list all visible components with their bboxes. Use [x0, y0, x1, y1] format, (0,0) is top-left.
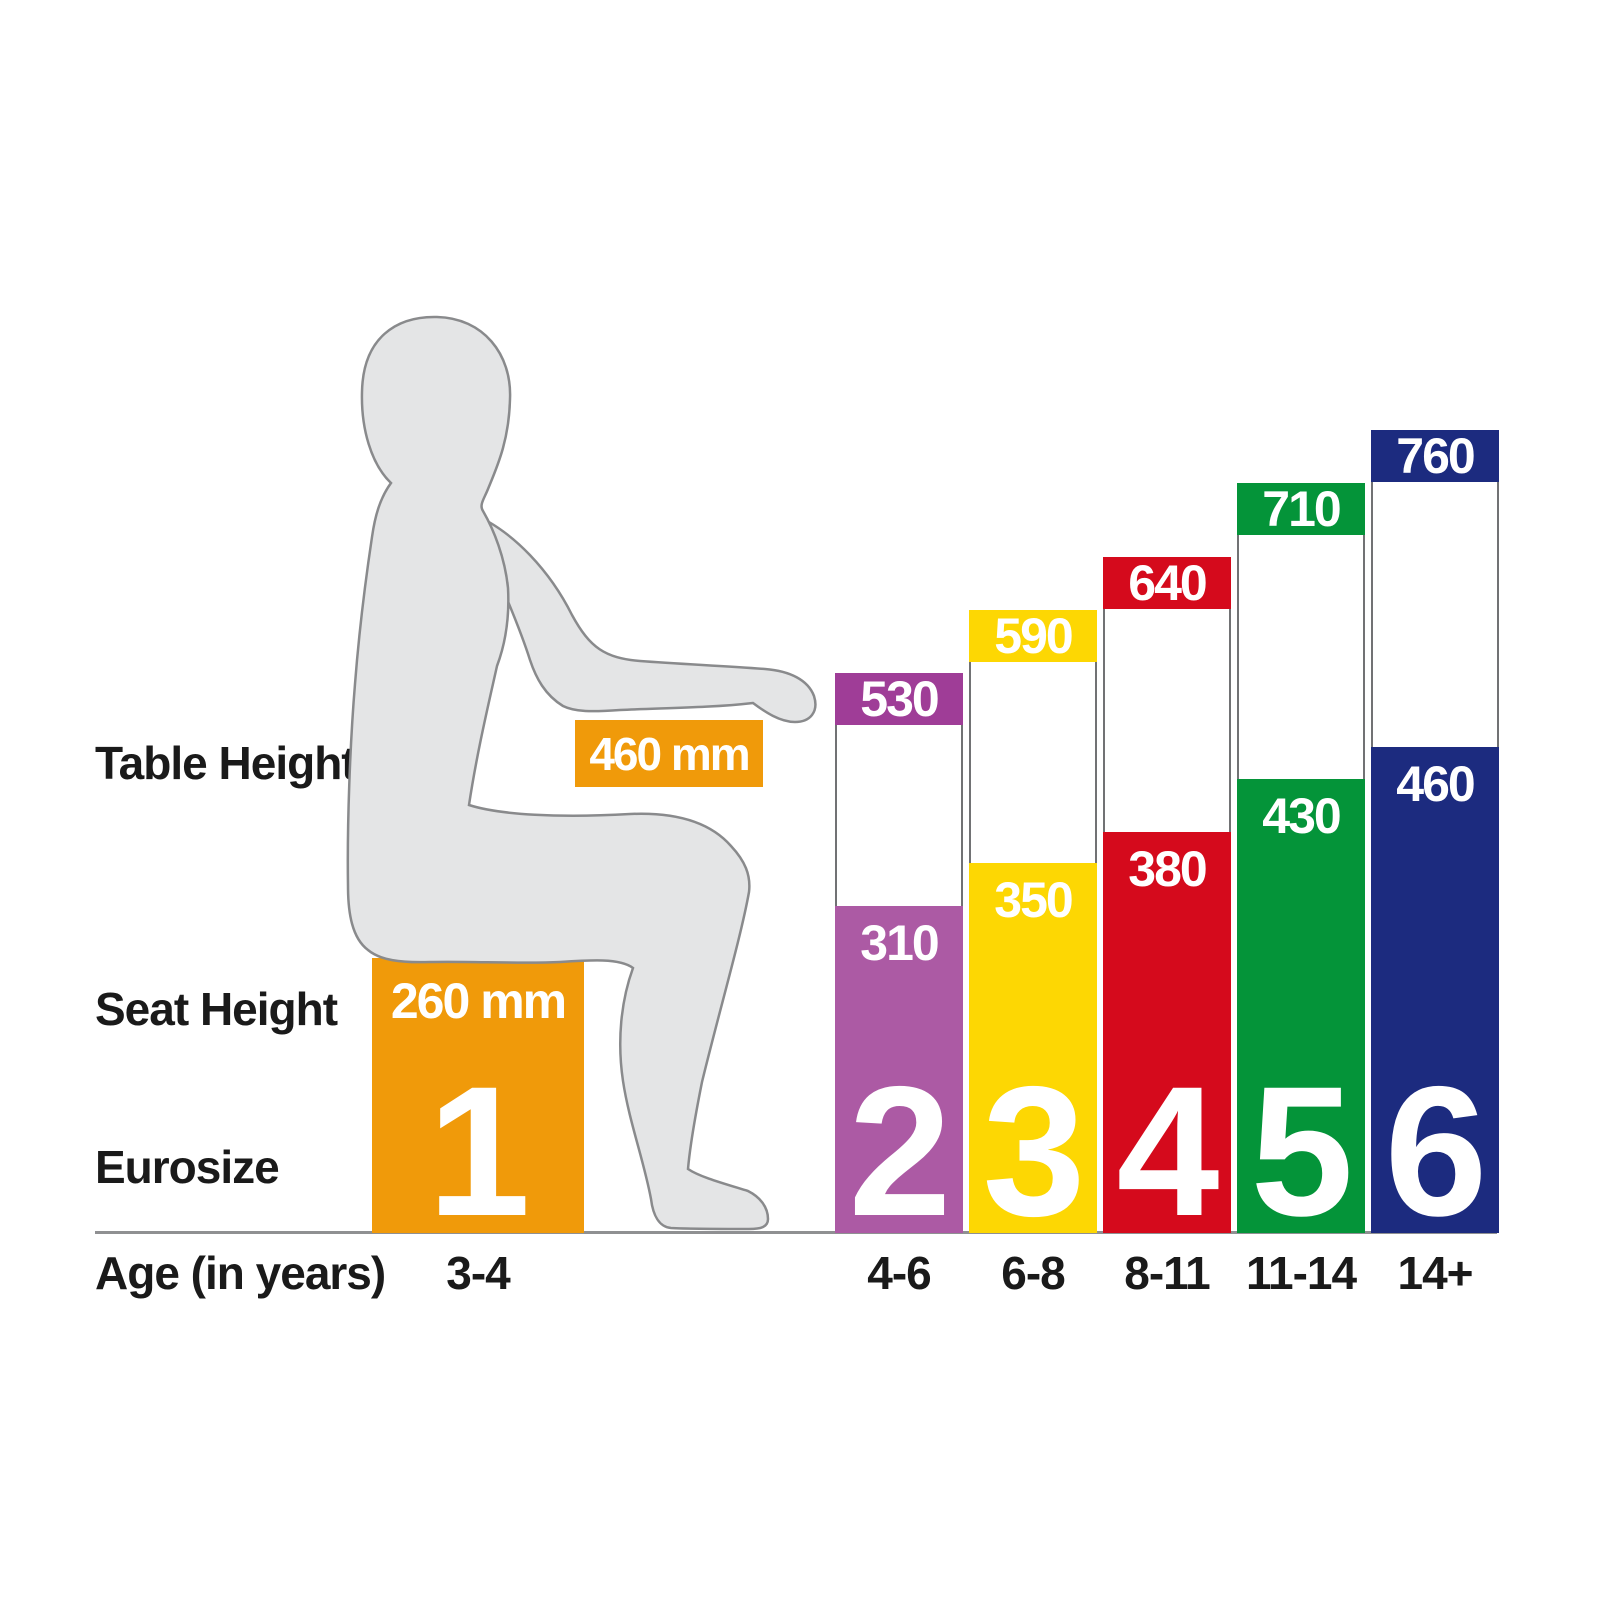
- table-height-value-1: 460 mm: [589, 727, 750, 780]
- person-arm: [465, 509, 817, 724]
- eurosize-6-column: 760 460 6: [1371, 428, 1499, 1245]
- eurosize-2-column: 530 310 2: [835, 671, 963, 1245]
- label-age: Age (in years): [95, 1247, 386, 1299]
- label-eurosize: Eurosize: [95, 1141, 280, 1193]
- table-height-label-box: 460 mm: [575, 720, 763, 787]
- seat-height-value-6: 460: [1396, 756, 1475, 812]
- floor-baseline: [95, 1231, 1497, 1234]
- column-white-gap-2: [835, 725, 963, 906]
- label-seat-height: Seat Height: [95, 983, 338, 1035]
- seat-height-value-5: 430: [1262, 788, 1341, 844]
- seat-height-value-2: 310: [860, 915, 939, 971]
- age-label-5: 11-14: [1245, 1247, 1357, 1299]
- table-height-band-5: 710: [1237, 481, 1365, 537]
- seat-height-value-4: 380: [1128, 841, 1207, 897]
- eurosize-number-1: 1: [427, 1049, 531, 1255]
- column-white-gap-6: [1371, 482, 1499, 747]
- eurosize-number-4: 4: [1116, 1049, 1220, 1255]
- seat-height-value-1: 260 mm: [390, 973, 567, 1029]
- seat-height-section-4: 380 4: [1103, 832, 1231, 1245]
- table-height-band-4: 640: [1103, 555, 1231, 611]
- eurosize-4-column: 640 380 4: [1103, 555, 1231, 1245]
- seat-height-section-5: 430 5: [1237, 779, 1365, 1245]
- age-label-4: 8-11: [1124, 1247, 1211, 1299]
- table-height-band-3: 590: [969, 608, 1097, 664]
- eurosize-3-column: 590 350 3: [969, 608, 1097, 1245]
- eurosize-number-2: 2: [848, 1049, 952, 1255]
- age-label-1: 3-4: [446, 1247, 510, 1299]
- table-height-band-2: 530: [835, 671, 963, 727]
- table-height-band-6: 760: [1371, 428, 1499, 484]
- seat-height-section-3: 350 3: [969, 863, 1097, 1245]
- age-label-2: 4-6: [867, 1247, 931, 1299]
- eurosize-5-column: 710 430 5: [1237, 481, 1365, 1245]
- column-white-gap-5: [1237, 535, 1365, 779]
- column-white-gap-3: [969, 662, 1097, 863]
- eurosize-number-5: 5: [1250, 1049, 1354, 1255]
- seat-height-value-3: 350: [994, 872, 1073, 928]
- label-table-height: Table Height: [95, 737, 357, 789]
- eurosize-number-3: 3: [982, 1049, 1086, 1255]
- eurosize-number-6: 6: [1384, 1049, 1488, 1255]
- seat-height-section-6: 460 6: [1371, 747, 1499, 1245]
- age-label-6: 14+: [1397, 1247, 1473, 1299]
- eurosize-1-seat-column: 260 mm 1: [372, 958, 584, 1245]
- column-white-gap-4: [1103, 609, 1231, 832]
- seat-height-section-2: 310 2: [835, 906, 963, 1245]
- age-label-3: 6-8: [1001, 1247, 1065, 1299]
